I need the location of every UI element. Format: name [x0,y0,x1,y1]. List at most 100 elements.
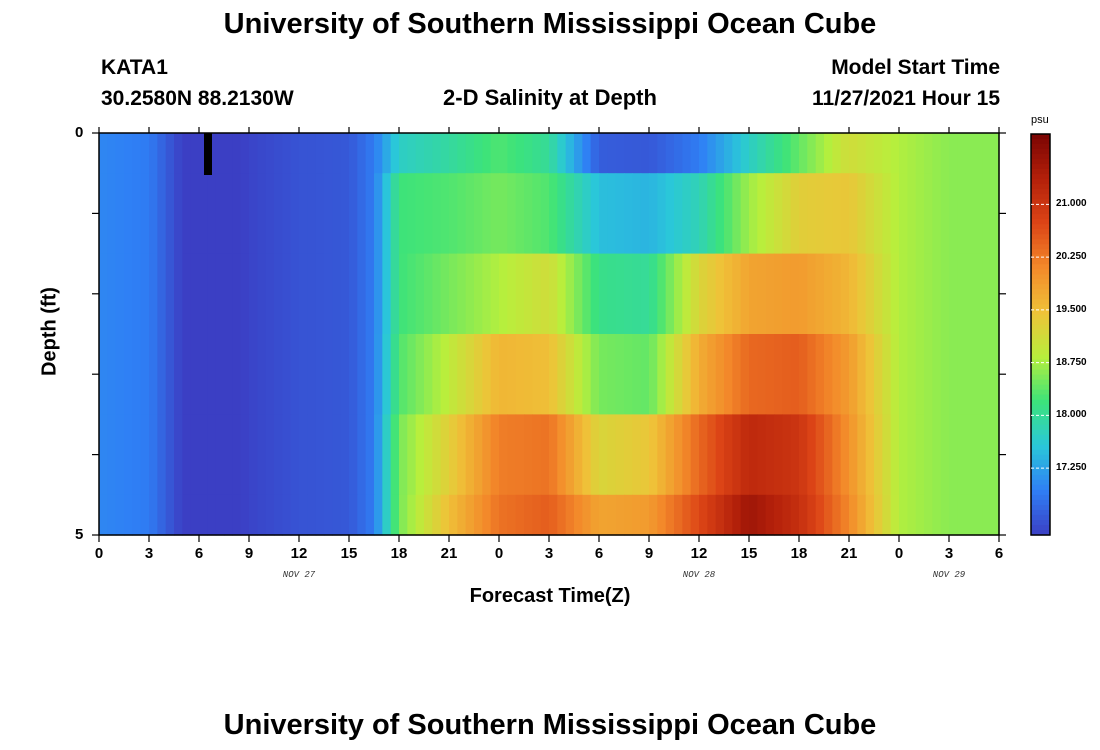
heatmap-cell [599,173,608,255]
heatmap-cell [824,253,833,335]
heatmap-cell [240,133,250,174]
heatmap-cell [224,173,233,255]
heatmap-cell [749,334,758,415]
heatmap-cell [915,133,925,174]
heatmap-cell [632,334,642,415]
heatmap-cell [290,133,300,174]
heatmap-cell [115,494,125,536]
heatmap-cell [890,253,900,335]
heatmap-cell [890,334,900,415]
colorbar-swatch [1031,449,1050,456]
heatmap-cell [140,133,150,174]
heatmap-cell [740,173,750,255]
heatmap-cell [249,334,258,415]
heatmap-cell [824,414,833,496]
heatmap-cell [215,173,225,255]
heatmap-cell [365,253,375,335]
heatmap-cell [799,494,808,536]
heatmap-cell [99,133,108,174]
heatmap-cell [557,494,567,536]
heatmap-cell [940,253,950,335]
heatmap-cell [565,173,575,255]
heatmap-cell [107,253,117,335]
heatmap-cell [740,334,750,415]
heatmap-cell [765,334,775,415]
heatmap-cell [890,414,900,496]
x-tick-label: 15 [340,545,358,562]
heatmap-cell [374,133,383,174]
heatmap-cell [899,414,908,496]
colorbar-swatch [1031,404,1050,411]
heatmap-cell [449,133,458,174]
heatmap-cell [582,414,592,496]
heatmap-cell [907,334,917,415]
heatmap-cell [874,414,883,496]
heatmap-cell [99,494,108,536]
heatmap-cell [940,133,950,174]
heatmap-cell [282,133,292,174]
colorbar-swatch [1031,414,1050,421]
heatmap-cell [757,173,767,255]
colorbar-swatch [1031,484,1050,491]
heatmap-cell [940,494,950,536]
heatmap-cell [340,414,350,496]
heatmap-cell [299,414,308,496]
heatmap-cell [390,494,400,536]
heatmap-cell [474,414,483,496]
heatmap-cell [707,173,717,255]
heatmap-cell [840,253,850,335]
heatmap-cell [382,334,392,415]
heatmap-cell [707,253,717,335]
heatmap-cell [732,494,742,536]
heatmap-cell [524,133,533,174]
heatmap-cell [674,133,683,174]
heatmap-cell [974,334,983,415]
heatmap-cell [424,253,433,335]
heatmap-cell [782,494,792,536]
heatmap-cell [757,334,767,415]
heatmap-cell [249,253,258,335]
heatmap-cell [190,414,200,496]
colorbar-swatch [1031,354,1050,361]
heatmap-cell [849,334,858,415]
heatmap-cell [857,414,867,496]
heatmap-cell [124,133,133,174]
heatmap-cell [957,133,967,174]
colorbar-swatch [1031,444,1050,451]
heatmap-cell [257,334,267,415]
heatmap-cell [215,334,225,415]
heatmap-cell [357,494,367,536]
heatmap-cell [165,253,175,335]
heatmap-cell [282,494,292,536]
heatmap-cell [607,334,617,415]
colorbar-tick-label: 17.250 [1056,462,1087,474]
heatmap-cell [349,334,358,415]
heatmap-cell [715,334,725,415]
heatmap-cell [390,414,400,496]
heatmap-cell [749,414,758,496]
heatmap-cell [624,173,633,255]
heatmap-cell [949,173,958,255]
heatmap-cell [299,173,308,255]
heatmap-cell [307,133,317,174]
heatmap-cell [465,494,475,536]
heatmap-cell [624,253,633,335]
heatmap-cell [882,253,892,335]
heatmap-cell [732,334,742,415]
colorbar-swatch [1031,314,1050,321]
heatmap-cell [382,253,392,335]
heatmap-cell [715,414,725,496]
heatmap-cell [599,334,608,415]
colorbar-swatch [1031,274,1050,280]
colorbar-swatch [1031,169,1050,175]
heatmap-cell [707,414,717,496]
heatmap-cell [632,414,642,496]
heatmap-cell [207,334,217,415]
heatmap-cell [374,494,383,536]
heatmap-cell [607,173,617,255]
heatmap-cell [682,414,692,496]
colorbar-swatch [1031,399,1050,406]
heatmap-cell [290,334,300,415]
heatmap-cell [690,494,700,536]
